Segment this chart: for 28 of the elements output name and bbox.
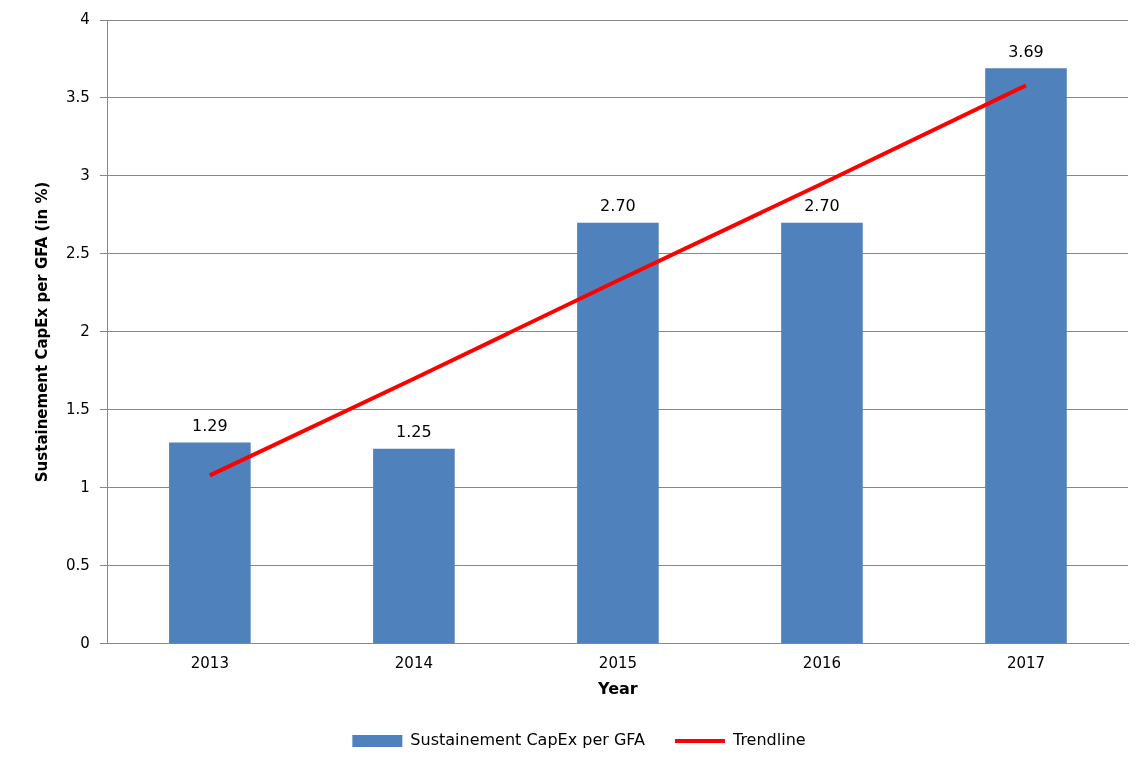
legend-label: Trendline [731,730,806,750]
y-tick-label: 3.5 [66,87,90,106]
data-label: 2.70 [600,195,636,215]
legend-label: Sustainement CapEx per GFA [410,730,646,750]
y-tick-label: 0 [80,633,90,652]
y-tick-label: 0.5 [66,555,90,574]
x-tick-label: 2016 [802,653,842,672]
x-tick-label: 2014 [394,653,433,672]
x-tick-label: 2017 [1006,653,1046,672]
x-tick-label: 2015 [598,653,638,672]
data-label: 1.29 [192,415,228,435]
data-label: 2.70 [804,195,840,215]
y-axis-title: Sustainement CapEx per GFA (in %) [32,181,51,483]
data-label: 1.25 [396,422,432,442]
data-label: 3.69 [1008,41,1044,61]
y-tick-label: 2.5 [66,243,90,262]
x-axis-title: Year [597,678,638,698]
y-tick-label: 3 [80,165,90,184]
bar [169,442,251,644]
bar [985,68,1067,644]
bar [577,222,659,644]
y-tick-label: 4 [80,9,90,28]
x-tick-label: 2013 [190,653,229,672]
bar [781,222,863,644]
y-tick-label: 1 [80,477,90,496]
bar [373,448,455,644]
y-tick-label: 2 [80,321,90,340]
y-tick-label: 1.5 [66,399,90,418]
